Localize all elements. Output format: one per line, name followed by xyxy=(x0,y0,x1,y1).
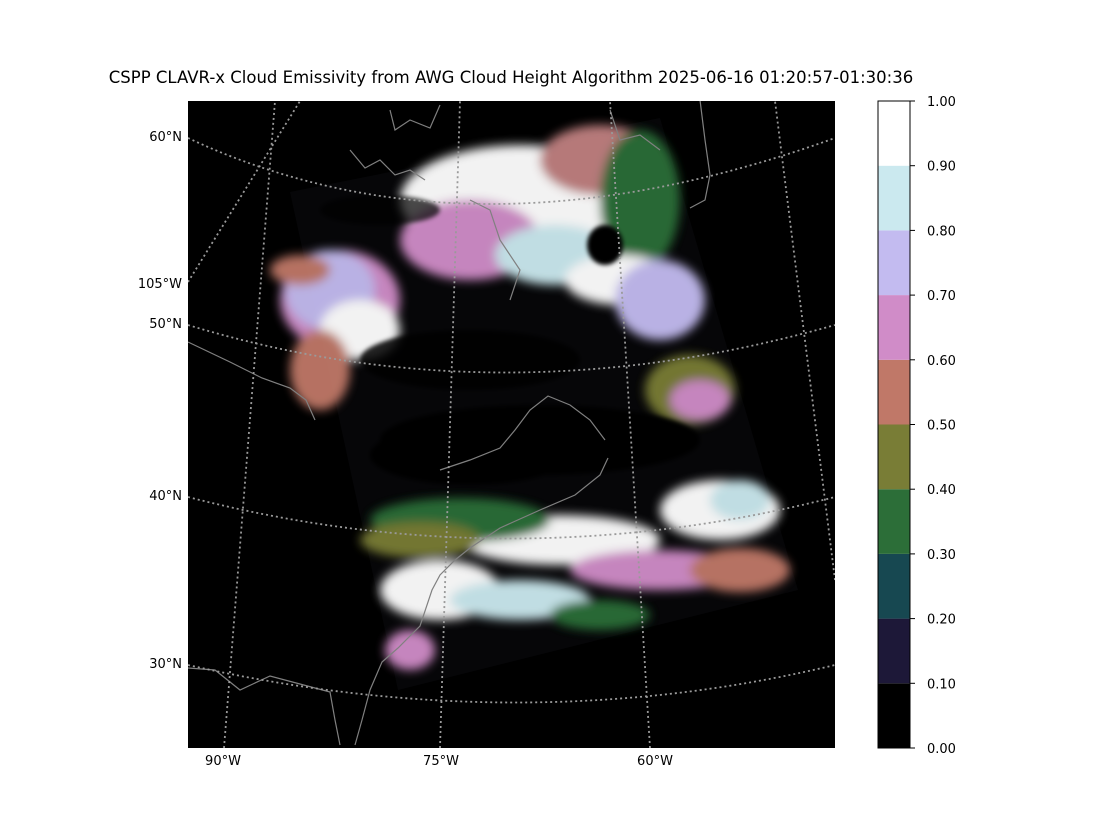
colorbar-tick-label: 0.50 xyxy=(927,419,956,434)
colorbar-segment xyxy=(878,165,910,231)
colorbar-tick-label: 0.80 xyxy=(927,224,956,239)
colorbar-tick-label: 0.30 xyxy=(927,548,956,563)
colorbar-segment xyxy=(878,424,910,490)
lat-label-60n: 60°N xyxy=(149,130,182,145)
coastlines xyxy=(188,101,711,746)
colorbar-segment xyxy=(878,230,910,296)
colorbar-tick-label: 0.60 xyxy=(927,354,956,369)
colorbar-tick-label: 0.40 xyxy=(927,483,956,498)
colorbar-segment xyxy=(878,101,910,166)
latitude-labels: 60°N 50°N 40°N 30°N 105°W xyxy=(138,130,182,672)
satellite-swath xyxy=(270,118,798,690)
colorbar-segment xyxy=(878,618,910,684)
colorbar-tick-label: 0.00 xyxy=(927,742,956,757)
colorbar-segment xyxy=(878,359,910,425)
lon-label-75w: 75°W xyxy=(423,754,459,769)
lon-label-90w: 90°W xyxy=(205,754,241,769)
lat-label-40n: 40°N xyxy=(149,489,182,504)
colorbar-segment xyxy=(878,683,910,748)
colorbar-tick-label: 1.00 xyxy=(927,95,956,110)
lon-label-105w: 105°W xyxy=(138,277,182,292)
graticule xyxy=(188,101,835,748)
colorbar-tick-label: 0.10 xyxy=(927,677,956,692)
figure-title: CSPP CLAVR-x Cloud Emissivity from AWG C… xyxy=(108,68,914,87)
colorbar-segment xyxy=(878,553,910,619)
colorbar-tick-label: 0.90 xyxy=(927,160,956,175)
map-panel xyxy=(188,101,835,748)
colorbar-tick-label: 0.70 xyxy=(927,289,956,304)
colorbar: 0.00 0.10 0.20 0.30 0.40 0.50 0.60 0.70 0.80 0.90… xyxy=(877,95,956,757)
lon-label-60w: 60°W xyxy=(637,754,673,769)
longitude-labels: 90°W 75°W 60°W xyxy=(205,754,673,769)
colorbar-tick-label: 0.20 xyxy=(927,613,956,628)
colorbar-segment xyxy=(878,295,910,360)
colorbar-segment xyxy=(878,489,910,554)
lat-label-30n: 30°N xyxy=(149,657,182,672)
lat-label-50n: 50°N xyxy=(149,317,182,332)
